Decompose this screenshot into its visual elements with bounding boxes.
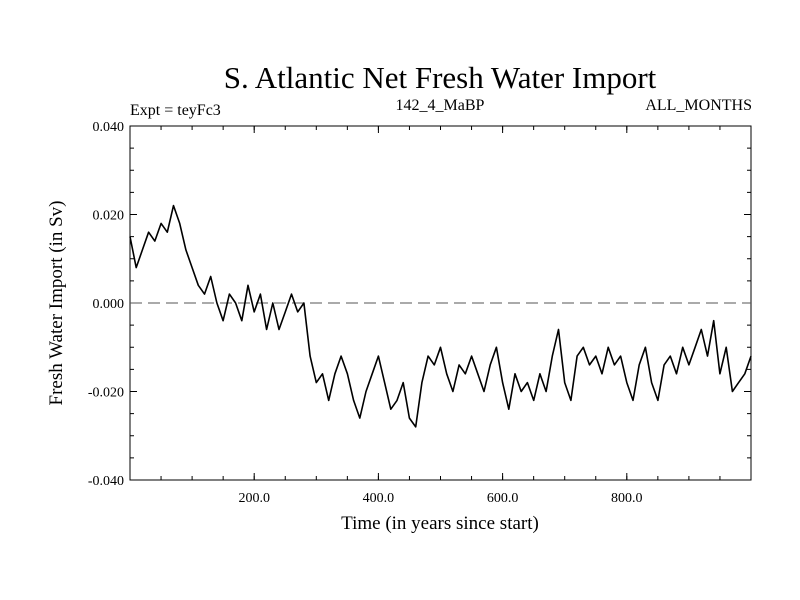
x-tick-label: 200.0 [238, 491, 270, 506]
y-tick-label: -0.040 [88, 474, 124, 489]
y-tick-label: 0.040 [93, 120, 125, 135]
subtitle-period: 142_4_MaBP [396, 97, 485, 114]
subtitle-months: ALL_MONTHS [645, 97, 752, 114]
x-axis-label: Time (in years since start) [341, 513, 539, 534]
x-tick-label: 800.0 [611, 491, 643, 506]
chart-title: S. Atlantic Net Fresh Water Import [224, 60, 657, 95]
x-tick-label: 400.0 [363, 491, 395, 506]
y-axis-label: Fresh Water Import (in Sv) [46, 201, 67, 406]
subtitle-experiment: Expt = teyFc3 [130, 102, 221, 119]
y-axis: -0.040 -0.020 0.000 0.020 0.040 [88, 120, 751, 489]
x-tick-label: 600.0 [487, 491, 519, 506]
series-line-fresh-water-import [129, 204, 752, 428]
y-tick-label: -0.020 [88, 386, 124, 401]
x-axis: 200.0 400.0 600.0 800.0 [160, 126, 721, 506]
y-tick-label: 0.020 [93, 209, 125, 224]
y-tick-label: 0.000 [93, 297, 125, 312]
